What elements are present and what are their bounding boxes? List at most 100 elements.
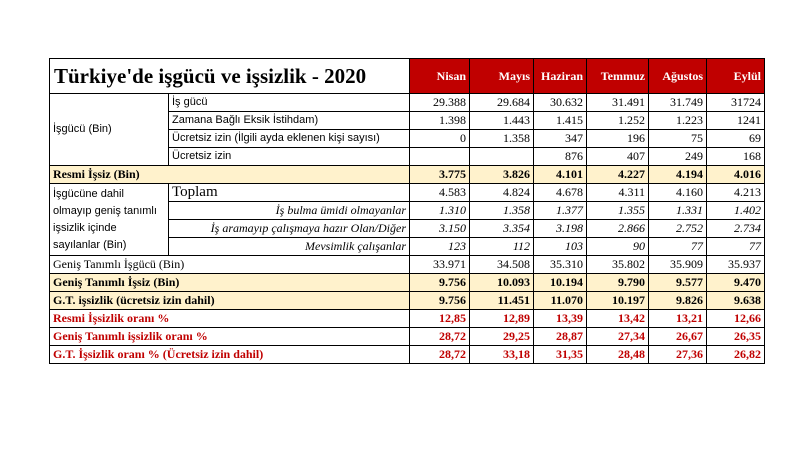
table-title: Türkiye'de işgücü ve işsizlik - 2020	[49, 58, 410, 94]
cell: 4.583	[409, 183, 470, 202]
cell	[469, 147, 534, 166]
cell: 9.577	[648, 273, 707, 292]
row-label: Ücretsiz izin	[168, 147, 410, 166]
cell: 77	[706, 237, 765, 256]
month-header: Temmuz	[586, 58, 649, 94]
row-label: Geniş Tanımlı İşgücü (Bin)	[49, 255, 410, 274]
table-row: İş bulma ümidi olmayanlar 1.310 1.358 1.…	[50, 201, 765, 220]
table-row-highlight: G.T. işsizlik (ücretsiz izin dahil) 9.75…	[49, 291, 765, 310]
row-label: Geniş Tanımlı işsizlik oranı %	[49, 327, 410, 346]
table-row-rate: Resmi İşsizlik oranı % 12,85 12,89 13,39…	[49, 309, 765, 328]
row-label: G.T. İşsizlik oranı % (Ücretsiz izin dah…	[49, 345, 410, 364]
cell: 1.331	[648, 201, 707, 220]
cell: 4.311	[586, 183, 649, 202]
table-row-highlight: Resmi İşsiz (Bin) 3.775 3.826 4.101 4.22…	[49, 165, 765, 184]
cell: 112	[469, 237, 534, 256]
cell: 75	[648, 129, 707, 148]
cell: 1241	[706, 111, 765, 130]
cell: 31.749	[648, 93, 707, 112]
cell: 1.402	[706, 201, 765, 220]
cell: 13,21	[648, 309, 707, 328]
cell: 31724	[706, 93, 765, 112]
cell: 35.909	[648, 255, 707, 274]
cell: 10.093	[469, 273, 534, 292]
cell: 27,34	[586, 327, 649, 346]
cell: 1.355	[586, 201, 649, 220]
row-label: Geniş Tanımlı İşsiz (Bin)	[49, 273, 410, 292]
cell: 103	[533, 237, 587, 256]
cell: 2.752	[648, 219, 707, 238]
table-row: Mevsimlik çalışanlar 123 112 103 90 77 7…	[50, 237, 765, 256]
cell: 27,36	[648, 345, 707, 364]
cell: 13,39	[533, 309, 587, 328]
cell: 1.398	[409, 111, 470, 130]
table-row: İşgücü (Bin) İş gücü 29.388 29.684 30.63…	[49, 93, 765, 166]
cell: 33,18	[469, 345, 534, 364]
cell: 26,67	[648, 327, 707, 346]
cell: 196	[586, 129, 649, 148]
cell: 407	[586, 147, 649, 166]
cell: 12,66	[706, 309, 765, 328]
row-label: Resmi İşsiz (Bin)	[49, 165, 410, 184]
cell: 33.971	[409, 255, 470, 274]
row-label: Toplam	[168, 183, 410, 202]
cell: 9.756	[409, 273, 470, 292]
group-label-dahil: İşgücüne dahil olmayıp geniş tanımlı işs…	[49, 183, 169, 256]
cell: 0	[409, 129, 470, 148]
cell: 4.824	[469, 183, 534, 202]
cell: 3.826	[469, 165, 534, 184]
cell: 4.016	[706, 165, 765, 184]
cell: 1.252	[586, 111, 649, 130]
cell: 9.470	[706, 273, 765, 292]
cell: 1.358	[469, 201, 534, 220]
labor-table-container: Türkiye'de işgücü ve işsizlik - 2020 Nis…	[49, 58, 765, 364]
cell: 10.194	[533, 273, 587, 292]
cell: 11.070	[533, 291, 587, 310]
cell: 31,35	[533, 345, 587, 364]
month-header: Ağustos	[648, 58, 707, 94]
cell: 2.866	[586, 219, 649, 238]
table-row: Zamana Bağlı Eksik İstihdam) 1.398 1.443…	[50, 111, 765, 130]
group-label-isgucu: İşgücü (Bin)	[49, 93, 169, 166]
cell: 29.388	[409, 93, 470, 112]
row-label: G.T. işsizlik (ücretsiz izin dahil)	[49, 291, 410, 310]
cell: 347	[533, 129, 587, 148]
labor-unemployment-table: Türkiye'de işgücü ve işsizlik - 2020 Nis…	[49, 58, 765, 364]
cell: 1.415	[533, 111, 587, 130]
cell: 11.451	[469, 291, 534, 310]
cell: 1.358	[469, 129, 534, 148]
row-label: Mevsimlik çalışanlar	[168, 237, 410, 256]
cell: 2.734	[706, 219, 765, 238]
row-label: Resmi İşsizlik oranı %	[49, 309, 410, 328]
cell: 31.491	[586, 93, 649, 112]
cell: 90	[586, 237, 649, 256]
cell: 28,72	[409, 345, 470, 364]
header-row: Türkiye'de işgücü ve işsizlik - 2020 Nis…	[49, 58, 765, 94]
month-header: Haziran	[533, 58, 587, 94]
cell: 28,87	[533, 327, 587, 346]
cell: 30.632	[533, 93, 587, 112]
cell: 28,72	[409, 327, 470, 346]
cell: 34.508	[469, 255, 534, 274]
cell: 1.377	[533, 201, 587, 220]
month-header: Mayıs	[469, 58, 534, 94]
row-label: İş gücü	[168, 93, 410, 112]
cell: 9.790	[586, 273, 649, 292]
cell: 249	[648, 147, 707, 166]
row-label: Ücretsiz izin (İlgili ayda eklenen kişi …	[168, 129, 410, 148]
cell: 1.310	[409, 201, 470, 220]
cell: 35.310	[533, 255, 587, 274]
cell: 3.198	[533, 219, 587, 238]
cell: 28,48	[586, 345, 649, 364]
table-row: Geniş Tanımlı İşgücü (Bin) 33.971 34.508…	[49, 255, 765, 274]
cell: 1.223	[648, 111, 707, 130]
cell: 29.684	[469, 93, 534, 112]
month-header: Eylül	[706, 58, 765, 94]
table-row: İşgücüne dahil olmayıp geniş tanımlı işs…	[49, 183, 765, 256]
cell: 4.194	[648, 165, 707, 184]
cell: 26,82	[706, 345, 765, 364]
cell: 9.638	[706, 291, 765, 310]
cell: 9.756	[409, 291, 470, 310]
cell: 4.678	[533, 183, 587, 202]
cell: 4.101	[533, 165, 587, 184]
